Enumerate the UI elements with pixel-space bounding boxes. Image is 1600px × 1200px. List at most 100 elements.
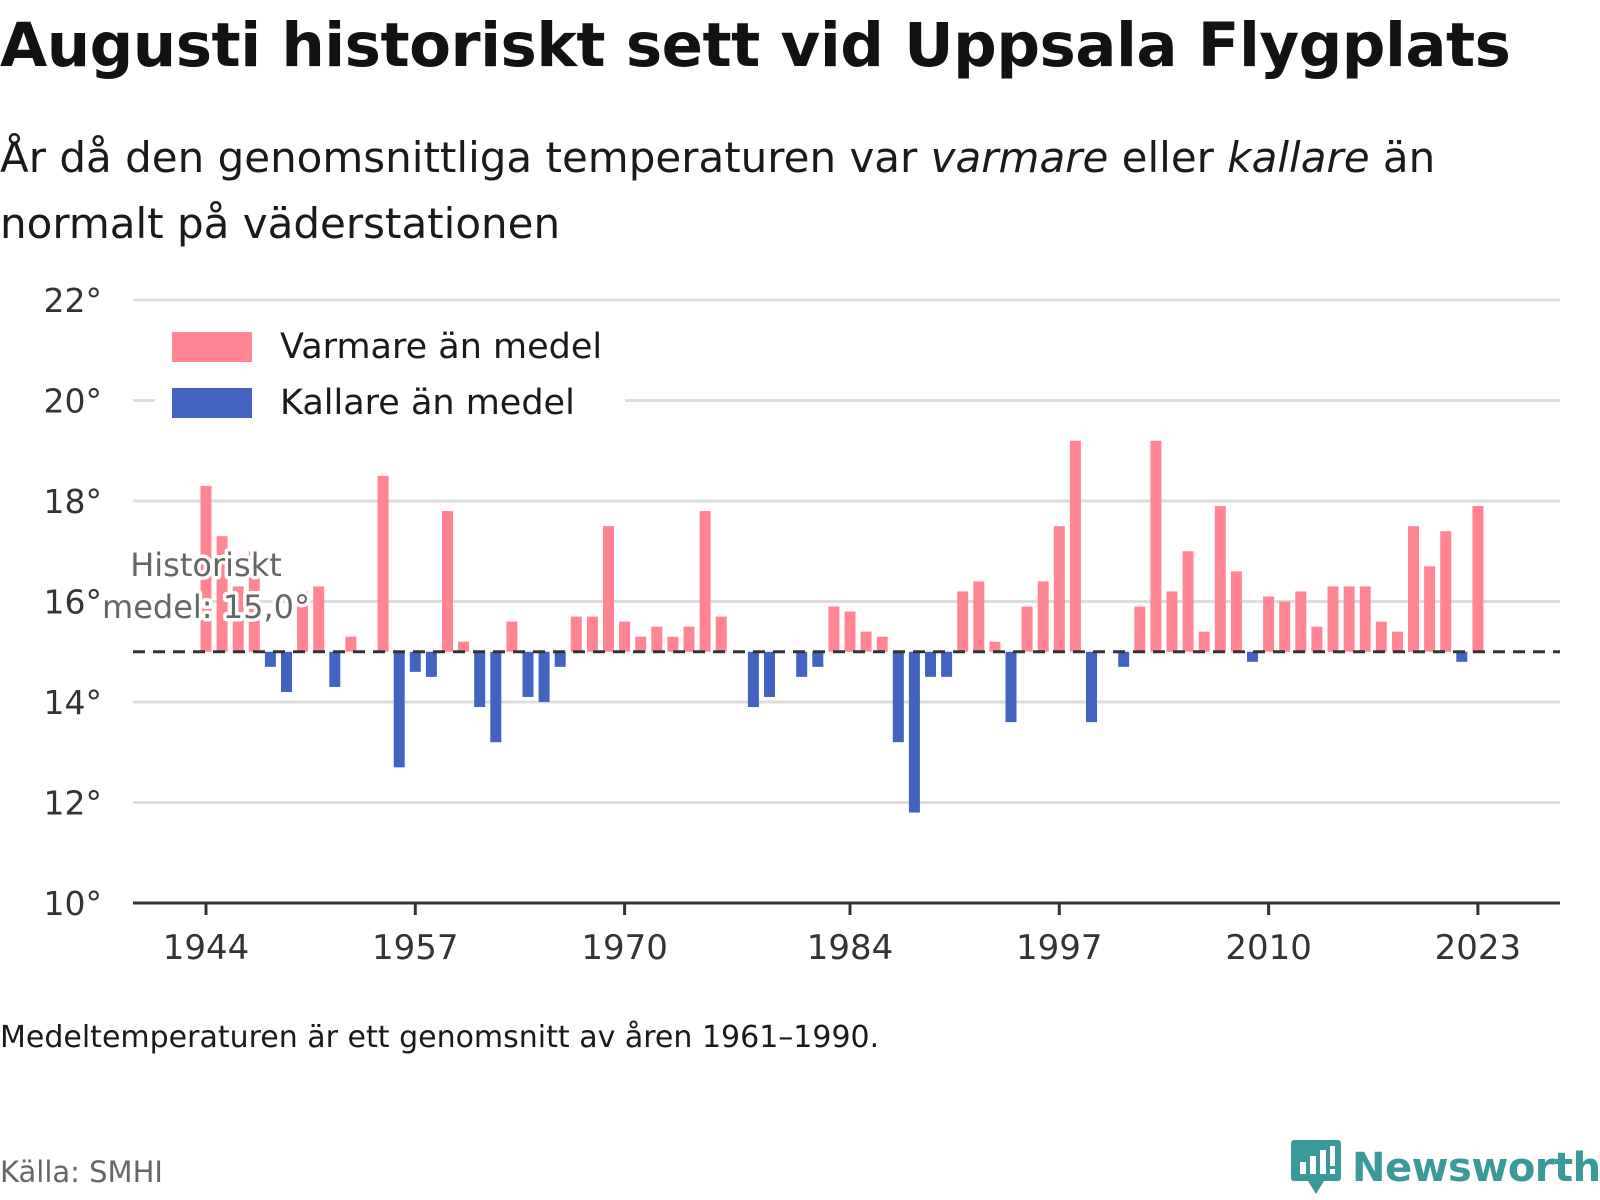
bar-warm xyxy=(1166,591,1178,652)
newsworthy-logo-text: Newsworthy xyxy=(1352,1145,1600,1191)
subtitle-warmer: varmare xyxy=(930,133,1109,182)
bar-warm xyxy=(1359,586,1371,652)
legend-swatch-warm xyxy=(172,332,252,362)
bar-cold xyxy=(264,651,276,667)
bar-warm xyxy=(699,511,711,652)
bar-cold xyxy=(925,651,936,677)
bar-warm xyxy=(442,511,453,652)
bar-warm xyxy=(1311,626,1323,652)
bar-cold xyxy=(490,651,502,743)
bar-warm xyxy=(1263,596,1275,652)
baseline-annotation: Historiskt medel: 15,0° xyxy=(99,543,314,630)
bar-warm xyxy=(1295,591,1307,652)
y-tick-label: 18° xyxy=(44,482,103,521)
bar-cold xyxy=(409,651,421,672)
bar-warm xyxy=(860,631,872,652)
x-tick-label: 2010 xyxy=(1225,928,1312,968)
bar-warm xyxy=(876,636,888,652)
bar-cold xyxy=(941,651,953,677)
bar-warm xyxy=(1440,531,1452,652)
bar-cold xyxy=(812,651,824,667)
bar-cold xyxy=(796,651,808,677)
bar-cold xyxy=(764,651,775,697)
bar-warm xyxy=(248,551,260,652)
bar-warm xyxy=(1391,631,1403,652)
bar-warm xyxy=(1279,601,1291,652)
bar-warm xyxy=(345,636,357,652)
bar-warm xyxy=(570,616,582,652)
bar-warm xyxy=(957,591,969,652)
bar-warm xyxy=(1021,606,1033,652)
x-tick-label: 2023 xyxy=(1435,928,1522,968)
bar-warm xyxy=(1375,621,1387,652)
bar-warm xyxy=(715,616,727,652)
source-text: Källa: SMHI xyxy=(0,1155,163,1189)
bar-warm xyxy=(683,626,695,652)
bar-warm xyxy=(635,636,647,652)
bar-warm xyxy=(1182,551,1194,652)
bar-warm xyxy=(1053,526,1065,652)
bar-warm xyxy=(506,621,518,652)
x-tick-label: 1970 xyxy=(581,928,668,968)
bar-warm xyxy=(586,616,598,652)
baseline-annotation-line1: Historiskt xyxy=(130,546,282,584)
bar-cold xyxy=(1118,651,1130,667)
bar-warm xyxy=(313,586,325,652)
temperature-bar-chart: 10° 12° 14° 16° 18° 20° 22° 1944 1957 1970 1984 199… xyxy=(44,281,1560,968)
newsworthy-logo-icon xyxy=(1291,1140,1341,1194)
bar-cold xyxy=(1456,651,1468,662)
legend-label-cold: Kallare än medel xyxy=(280,383,575,423)
legend-swatch-cold xyxy=(172,388,252,418)
y-tick-label: 14° xyxy=(44,683,103,722)
bar-warm xyxy=(232,586,244,652)
bar-warm xyxy=(216,536,228,652)
bar-warm xyxy=(667,636,679,652)
bar-warm xyxy=(973,581,985,652)
bar-cold xyxy=(474,651,486,708)
bar-warm xyxy=(1150,440,1162,652)
bar-warm xyxy=(1134,606,1146,652)
bar-warm xyxy=(1408,526,1419,652)
bar-warm xyxy=(1327,586,1339,652)
axes: 10° 12° 14° 16° 18° 20° 22° 1944 1957 1970 1984 199… xyxy=(44,281,1560,968)
bar-warm xyxy=(651,626,663,652)
x-tick-label: 1957 xyxy=(372,928,459,968)
bar-cold xyxy=(1086,651,1097,723)
bar-cold xyxy=(329,651,341,687)
bar-warm xyxy=(1214,506,1226,652)
bar-warm xyxy=(844,611,856,652)
bars xyxy=(200,440,1484,813)
x-tick-label: 1944 xyxy=(163,928,250,968)
bar-warm xyxy=(377,475,389,652)
y-tick-label: 12° xyxy=(44,784,103,823)
bar-warm xyxy=(1037,581,1049,652)
bar-cold xyxy=(1247,651,1258,662)
legend-label-warm: Varmare än medel xyxy=(280,327,602,367)
bar-warm xyxy=(1069,440,1081,652)
footnote: Medeltemperaturen är ett genomsnitt av å… xyxy=(0,1020,880,1055)
y-tick-label: 16° xyxy=(44,583,103,622)
bar-cold xyxy=(281,651,292,692)
bar-warm xyxy=(989,641,1001,652)
bar-cold xyxy=(522,651,534,697)
bar-cold xyxy=(554,651,566,667)
baseline-annotation-line2: medel: 15,0° xyxy=(102,588,310,626)
chart-subtitle: År då den genomsnittliga temperaturen va… xyxy=(0,125,1560,257)
bar-warm xyxy=(1343,586,1355,652)
bar-cold xyxy=(538,651,550,702)
subtitle-part: År då den genomsnittliga temperaturen va… xyxy=(0,133,931,182)
subtitle-part: eller xyxy=(1108,133,1228,182)
newsworthy-logo: Newsworthy xyxy=(1290,1138,1600,1198)
legend: Varmare än medel Kallare än medel xyxy=(155,316,625,446)
bar-cold xyxy=(892,651,904,743)
bar-cold xyxy=(1005,651,1017,723)
bar-cold xyxy=(747,651,759,708)
y-tick-label: 10° xyxy=(44,884,103,923)
bar-warm xyxy=(1472,506,1484,652)
chart-title: Augusti historiskt sett vid Uppsala Flyg… xyxy=(0,10,1511,81)
bar-warm xyxy=(619,621,631,652)
bar-warm xyxy=(603,526,614,652)
bar-warm xyxy=(297,591,309,652)
bar-cold xyxy=(908,651,920,813)
y-tick-label: 20° xyxy=(44,382,103,421)
